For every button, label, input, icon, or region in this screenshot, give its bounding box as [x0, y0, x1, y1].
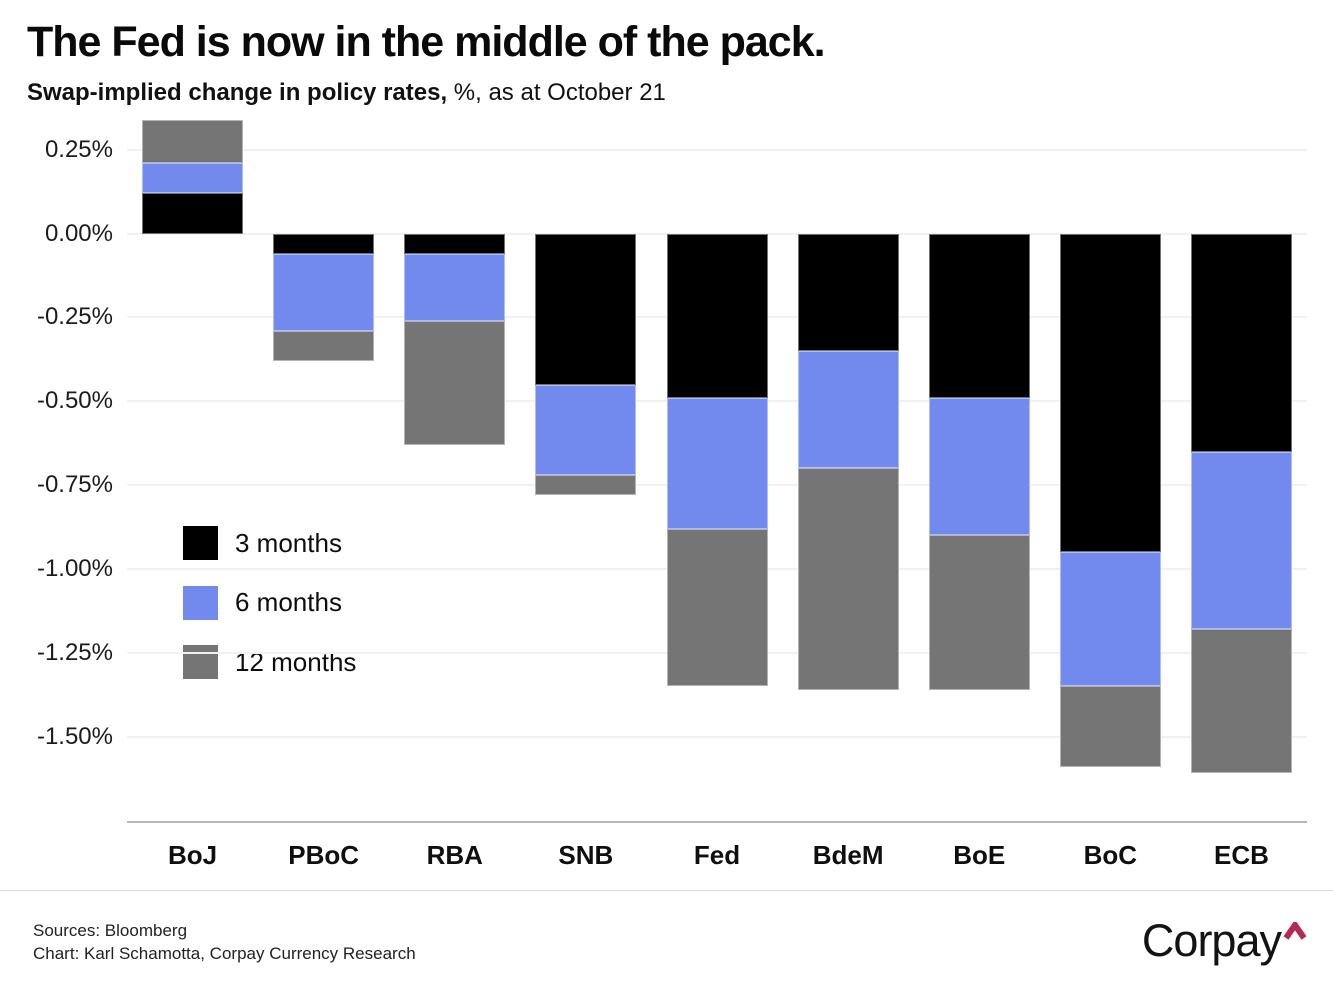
- bar-segment-ECB-12-months: [1190, 629, 1292, 774]
- legend-swatch-12-months: [183, 645, 218, 679]
- bar-segment-SNB-12-months: [535, 475, 637, 496]
- bar-segment-PBoC-12-months: [273, 330, 375, 362]
- bar-segment-BoJ-12-months: [142, 119, 244, 164]
- bar-segment-BoE-6-months: [928, 397, 1030, 536]
- footer-divider: [0, 890, 1333, 891]
- x-tick-label-BoE: BoE: [953, 840, 1006, 870]
- bar-segment-ECB-6-months: [1190, 451, 1292, 630]
- bar-segment-RBA-6-months: [404, 253, 506, 321]
- bar-segment-Fed-3-months: [666, 233, 768, 398]
- y-tick-label: 0.00%: [44, 219, 113, 247]
- x-tick-label-PBoC: PBoC: [288, 840, 360, 870]
- bar-segment-BoC-6-months: [1059, 552, 1161, 687]
- y-tick-label: -1.00%: [36, 554, 113, 582]
- y-tick-label: -0.50%: [36, 387, 113, 415]
- plot-area: 3 months 6 months 12 months 0.25% 0.00% -0.2…: [37, 118, 1307, 870]
- x-tick-label-BoJ: BoJ: [167, 840, 218, 870]
- bar-segment-BoC-3-months: [1059, 233, 1161, 553]
- legend-label: 3 months: [235, 527, 342, 558]
- legend-swatch-3-months: [183, 526, 218, 560]
- x-tick-label-SNB: SNB: [558, 840, 614, 870]
- bar-segment-ECB-3-months: [1190, 233, 1292, 452]
- corpay-logo: Corpay: [1142, 916, 1307, 966]
- corpay-caret-icon: [1283, 922, 1307, 940]
- bar-segment-BoJ-3-months: [142, 193, 244, 234]
- bar-segment-RBA-3-months: [404, 233, 506, 254]
- bar-segment-Fed-12-months: [666, 528, 768, 687]
- bar-segment-RBA-12-months: [404, 320, 506, 445]
- legend-label: 12 months: [235, 646, 357, 677]
- y-tick-label: -1.50%: [36, 722, 113, 750]
- legend-item-12-months: 12 months: [183, 645, 356, 679]
- bar-segment-Fed-6-months: [666, 397, 768, 529]
- corpay-logo-text: Corpay: [1141, 915, 1282, 966]
- x-tick-label-Fed: Fed: [693, 840, 741, 870]
- legend-swatch-6-months: [183, 585, 218, 620]
- bar-segment-SNB-3-months: [535, 233, 637, 385]
- bar-segment-PBoC-6-months: [273, 253, 375, 331]
- chart-subtitle: Swap-implied change in policy rates, %, …: [27, 79, 666, 107]
- y-tick-label: 0.25%: [44, 135, 113, 163]
- gridline-0.25%: [127, 148, 1307, 151]
- x-tick-label-BoC: BoC: [1083, 840, 1138, 870]
- bar-segment-PBoC-3-months: [273, 233, 375, 254]
- x-tick-label-BdeM: BdeM: [812, 840, 884, 870]
- bar-segment-BoE-3-months: [928, 233, 1030, 398]
- legend-item-6-months: 6 months: [183, 585, 342, 620]
- sources-text: Sources: Bloomberg: [33, 921, 188, 940]
- bar-segment-BdeM-12-months: [797, 468, 899, 690]
- bar-segment-BdeM-6-months: [797, 350, 899, 469]
- bar-segment-BoJ-6-months: [142, 163, 244, 194]
- subtitle-metric: Swap-implied change in policy rates,: [27, 79, 448, 106]
- y-tick-label: -1.25%: [36, 638, 113, 666]
- bar-segment-BdeM-3-months: [797, 233, 899, 351]
- y-tick-label: -0.25%: [36, 303, 113, 331]
- credit-text: Chart: Karl Schamotta, Corpay Currency R…: [33, 944, 416, 963]
- legend-item-3-months: 3 months: [183, 526, 342, 560]
- gridline--1.50%: [127, 735, 1307, 738]
- y-tick-label: -0.75%: [36, 471, 113, 499]
- bar-segment-BoC-12-months: [1059, 686, 1161, 767]
- x-axis-line: [127, 821, 1307, 823]
- x-tick-label-RBA: RBA: [426, 840, 483, 870]
- page-title: The Fed is now in the middle of the pack…: [27, 18, 826, 66]
- bar-segment-BoE-12-months: [928, 535, 1030, 690]
- bar-segment-SNB-6-months: [535, 384, 637, 475]
- subtitle-date: %, as at October 21: [447, 79, 666, 106]
- legend-label: 6 months: [235, 587, 342, 617]
- x-tick-label-ECB: ECB: [1213, 840, 1269, 870]
